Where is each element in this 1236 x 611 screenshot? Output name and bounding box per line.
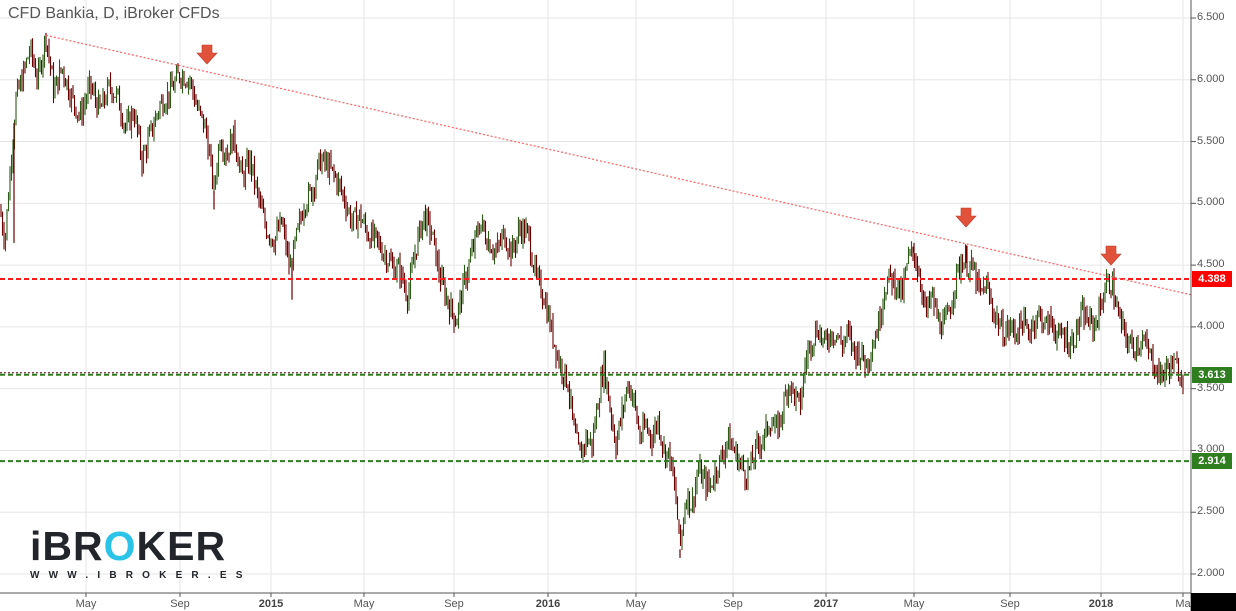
x-tick-label: 2016 [535, 598, 561, 610]
resistance-price-label: 4.388 [1192, 270, 1232, 287]
down-arrow-icons [196, 44, 1122, 266]
down-arrow-icon [196, 44, 218, 65]
support-price-label-lower: 2.914 [1192, 453, 1232, 470]
x-tick-label: May [625, 598, 647, 610]
support-price-label-upper: 3.613 [1192, 366, 1232, 383]
x-tick-label: Sep [170, 598, 190, 610]
y-tick-label: 3.000 [1197, 443, 1225, 456]
x-tick-label: 2015 [258, 598, 284, 610]
x-tick-label: 2017 [813, 598, 839, 610]
ibroker-logo: iBROKER WWW.IBROKER.ES [30, 523, 252, 582]
x-tick-label: May [75, 598, 97, 610]
down-arrow-icon [1100, 245, 1122, 266]
x-tick-label: Sep [444, 598, 464, 610]
x-tick-label: 2018 [1088, 598, 1114, 610]
y-tick-label: 3.500 [1197, 381, 1225, 394]
y-tick-label: 6.000 [1197, 72, 1225, 85]
y-tick-label: 4.000 [1197, 319, 1225, 332]
x-tick-label: Sep [723, 598, 743, 610]
chart-title: CFD Bankia, D, iBroker CFDs [8, 5, 220, 22]
y-axis-tick-marks [1191, 17, 1196, 575]
y-tick-label: 5.000 [1197, 196, 1225, 209]
ohlc-bars [0, 32, 1184, 558]
y-tick-label: 2.000 [1197, 567, 1225, 579]
down-arrow-icon [955, 207, 977, 228]
y-tick-label: 5.500 [1197, 134, 1225, 147]
x-tick-label: Ma [1175, 598, 1191, 610]
x-tick-label: May [903, 598, 925, 610]
x-tick-label: Sep [1000, 598, 1020, 610]
logo-url: WWW.IBROKER.ES [30, 570, 252, 581]
x-tick-label: May [353, 598, 375, 610]
chart-grid [0, 0, 1191, 593]
y-tick-label: 4.500 [1197, 258, 1225, 271]
x-axis-tick-marks [85, 593, 1184, 597]
logo-wordmark: iBROKER [30, 523, 227, 569]
y-tick-label: 6.500 [1197, 11, 1225, 23]
axis-corner [1191, 593, 1236, 611]
y-tick-label: 2.500 [1197, 505, 1225, 518]
annotation-lines [0, 34, 1192, 463]
